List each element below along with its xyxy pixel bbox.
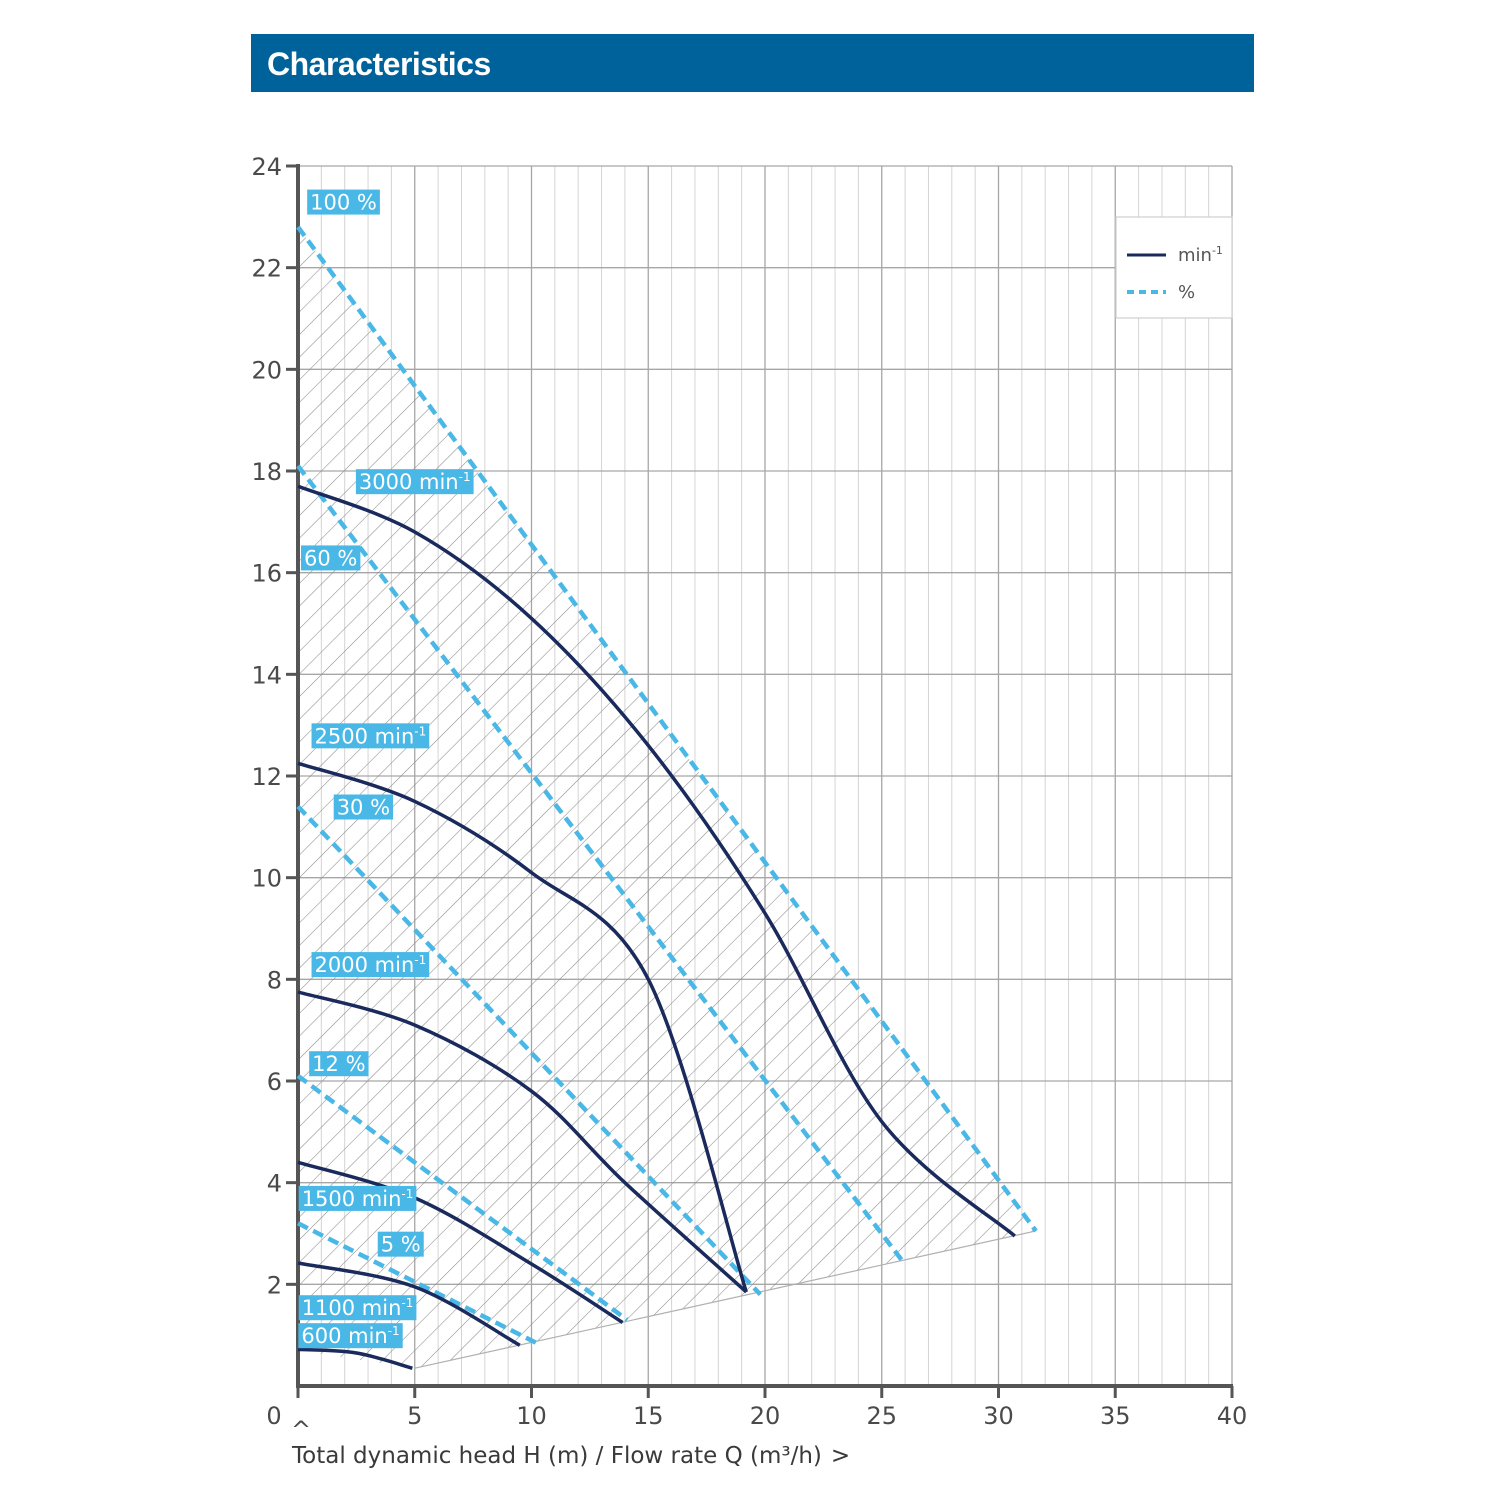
curve-labels: 100 %3000 min-160 %2500 min-130 %2000 mi… bbox=[298, 189, 474, 1349]
x-tick-label: 35 bbox=[1100, 1402, 1131, 1430]
legend-label-sup: -1 bbox=[1212, 244, 1223, 257]
curve-label-bg bbox=[355, 469, 474, 495]
x-tick-label: 25 bbox=[866, 1402, 897, 1430]
curve-label-text: 30 % bbox=[337, 796, 390, 820]
curve-label-main: 30 % bbox=[337, 796, 390, 820]
x-tick-label: 20 bbox=[750, 1402, 781, 1430]
curve-label-text: 60 % bbox=[304, 546, 357, 570]
curve-label-main: 2000 min bbox=[315, 953, 415, 977]
y-tick-label: 8 bbox=[267, 966, 282, 994]
curve-label-bg bbox=[377, 1231, 424, 1257]
curve-label: 600 min-1 bbox=[298, 1323, 403, 1349]
curve-label-bg bbox=[309, 1051, 369, 1077]
y-tick-label: 22 bbox=[251, 255, 282, 283]
curve-label: 30 % bbox=[333, 794, 394, 820]
page-title: Characteristics bbox=[267, 46, 491, 82]
curve-label-main: 12 % bbox=[312, 1052, 365, 1076]
curve-label: 100 % bbox=[307, 189, 380, 215]
y-tick-label: 10 bbox=[251, 865, 282, 893]
legend-label-main: % bbox=[1178, 282, 1195, 303]
curve-label-text: 3000 min-1 bbox=[359, 470, 471, 494]
x-tick-label: 30 bbox=[983, 1402, 1014, 1430]
axis-marker-up: ^ bbox=[291, 1416, 311, 1444]
operating-region-hatch bbox=[298, 227, 1036, 1369]
x-tick-label: 40 bbox=[1217, 1402, 1248, 1430]
curve-label-sup: -1 bbox=[401, 1187, 413, 1201]
x-tick-label: 10 bbox=[516, 1402, 547, 1430]
curve-label: 60 % bbox=[301, 545, 361, 571]
curve-label-main: 2500 min bbox=[315, 724, 415, 748]
x-axis-title: Total dynamic head H (m) / Flow rate Q (… bbox=[291, 1443, 822, 1469]
curve-label-sup: -1 bbox=[459, 470, 471, 484]
y-tick-label: 18 bbox=[251, 458, 282, 486]
curve-label-main: 5 % bbox=[381, 1233, 421, 1257]
curve-label: 2000 min-1 bbox=[311, 952, 430, 978]
curve-label-sup: -1 bbox=[401, 1296, 413, 1310]
speed-curve bbox=[297, 1261, 521, 1347]
y-tick-label: 16 bbox=[251, 560, 282, 588]
curve-label-text: 12 % bbox=[312, 1052, 365, 1076]
curve-label: 12 % bbox=[309, 1051, 369, 1077]
x-tick-label: 5 bbox=[407, 1402, 422, 1430]
curve-label-text: 5 % bbox=[381, 1233, 421, 1257]
efficiency-curve bbox=[296, 1074, 629, 1322]
legend-label: min-1 bbox=[1178, 244, 1223, 266]
curve-label: 1100 min-1 bbox=[298, 1295, 417, 1321]
y-tick-label: 14 bbox=[251, 661, 282, 689]
curve-label-bg bbox=[301, 545, 361, 571]
speed-curve bbox=[297, 990, 748, 1294]
y-tick-label: 2 bbox=[267, 1271, 282, 1299]
speed-curve bbox=[297, 484, 1016, 1238]
curve-label-bg bbox=[311, 952, 430, 978]
speed-curve bbox=[297, 1160, 624, 1324]
curve-label-text: 2500 min-1 bbox=[315, 724, 427, 748]
curve-label-bg bbox=[298, 1185, 417, 1211]
curve-label: 2500 min-1 bbox=[311, 723, 430, 749]
efficiency-curve bbox=[296, 225, 1038, 1233]
curve-label-text: 1100 min-1 bbox=[302, 1296, 414, 1320]
curve-label-bg bbox=[333, 794, 394, 820]
curve-label-main: 60 % bbox=[304, 546, 357, 570]
curve-label-bg bbox=[298, 1295, 417, 1321]
speed-curve bbox=[297, 1347, 413, 1370]
curve-label-text: 1500 min-1 bbox=[302, 1187, 414, 1211]
curve-label-bg bbox=[307, 189, 380, 215]
y-tick-label: 4 bbox=[267, 1170, 282, 1198]
x-tick-label: 15 bbox=[633, 1402, 664, 1430]
y-tick-label: 12 bbox=[251, 763, 282, 791]
curve-label-bg bbox=[311, 723, 430, 749]
efficiency-curve bbox=[296, 1221, 538, 1345]
header-bar: Characteristics bbox=[251, 34, 1254, 92]
curve-label-text: 2000 min-1 bbox=[315, 953, 427, 977]
axis-marker-right: > bbox=[831, 1443, 850, 1469]
speed-curve bbox=[297, 761, 748, 1293]
y-tick-label: 20 bbox=[251, 356, 282, 384]
curve-label: 1500 min-1 bbox=[298, 1185, 417, 1211]
y-tick-label: 6 bbox=[267, 1068, 282, 1096]
curve-label-text: 100 % bbox=[310, 191, 377, 215]
legend-label: % bbox=[1178, 282, 1195, 303]
curve-label-text: 600 min-1 bbox=[301, 1324, 399, 1348]
y-tick-label: 24 bbox=[251, 153, 282, 181]
curve-label-main: 100 % bbox=[310, 191, 377, 215]
curve-label-sup: -1 bbox=[388, 1324, 400, 1338]
legend-label-main: min bbox=[1178, 245, 1212, 266]
curve-label-main: 600 min bbox=[301, 1324, 387, 1348]
curves bbox=[296, 225, 1038, 1370]
curve-label-sup: -1 bbox=[414, 724, 426, 738]
curve-label-main: 1100 min bbox=[302, 1296, 402, 1320]
curve-label-main: 3000 min bbox=[359, 470, 459, 494]
x-tick-label: 0 bbox=[266, 1402, 281, 1430]
legend: min-1% bbox=[1115, 216, 1233, 319]
curve-label: 5 % bbox=[377, 1231, 424, 1257]
curve-label-bg bbox=[298, 1323, 403, 1349]
legend-box bbox=[1115, 216, 1233, 319]
curve-label-main: 1500 min bbox=[302, 1187, 402, 1211]
curve-label: 3000 min-1 bbox=[355, 469, 474, 495]
curve-label-sup: -1 bbox=[414, 953, 426, 967]
